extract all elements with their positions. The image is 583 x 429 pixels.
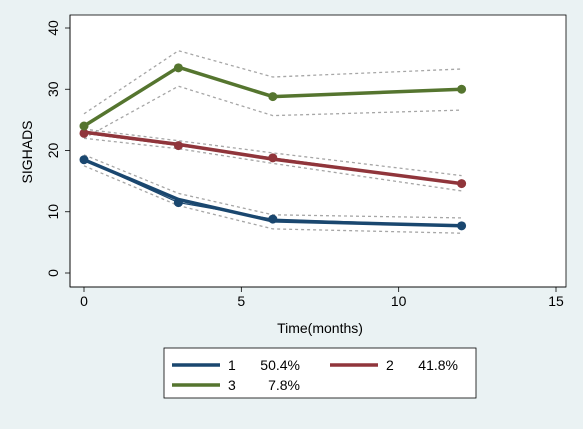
series-3-point (174, 63, 183, 72)
series-3-point (268, 92, 277, 101)
legend-pct-2: 41.8% (418, 357, 458, 373)
y-tick-label: 30 (45, 81, 61, 97)
series-2-point (268, 153, 277, 162)
plot-background (70, 15, 566, 287)
x-tick-label: 10 (391, 293, 407, 309)
legend-pct-3: 7.8% (268, 377, 300, 393)
legend-box (164, 348, 476, 398)
y-tick-label: 0 (45, 269, 61, 277)
series-1-point (268, 215, 277, 224)
x-tick-label: 15 (548, 293, 564, 309)
x-tick-label: 5 (237, 293, 245, 309)
series-1-point (174, 198, 183, 207)
series-2-point (174, 141, 183, 150)
y-tick-label: 10 (45, 204, 61, 220)
series-1-point (457, 221, 466, 230)
legend: 1 50.4% 2 41.8% 3 7.8% (164, 348, 476, 398)
legend-label-3: 3 (228, 377, 236, 393)
legend-label-2: 2 (386, 357, 394, 373)
x-axis-label: Time(months) (277, 320, 363, 336)
series-1-point (80, 155, 89, 164)
series-2-point (457, 179, 466, 188)
y-tick-label: 40 (45, 20, 61, 36)
x-tick-label: 0 (80, 293, 88, 309)
y-axis-label: SIGHADS (19, 120, 35, 183)
legend-label-1: 1 (228, 357, 236, 373)
series-3-point (457, 85, 466, 94)
series-3-point (80, 122, 89, 131)
y-tick-label: 20 (45, 143, 61, 159)
legend-pct-1: 50.4% (260, 357, 300, 373)
